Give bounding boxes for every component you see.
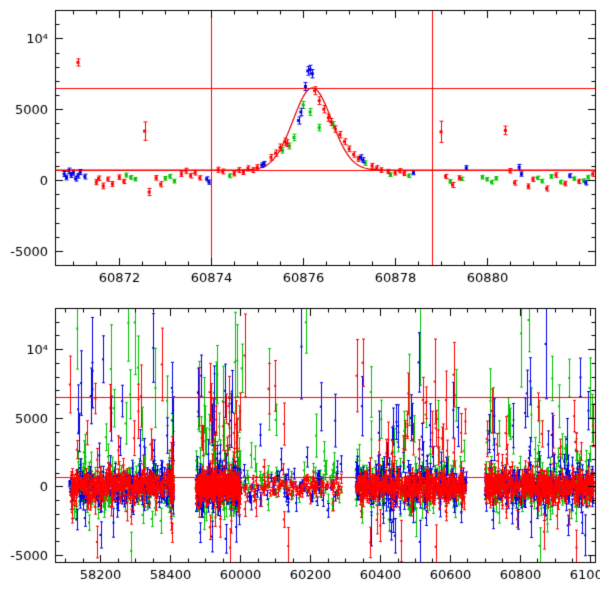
top-panel-chart <box>0 0 600 295</box>
bottom-panel-chart <box>0 295 600 600</box>
